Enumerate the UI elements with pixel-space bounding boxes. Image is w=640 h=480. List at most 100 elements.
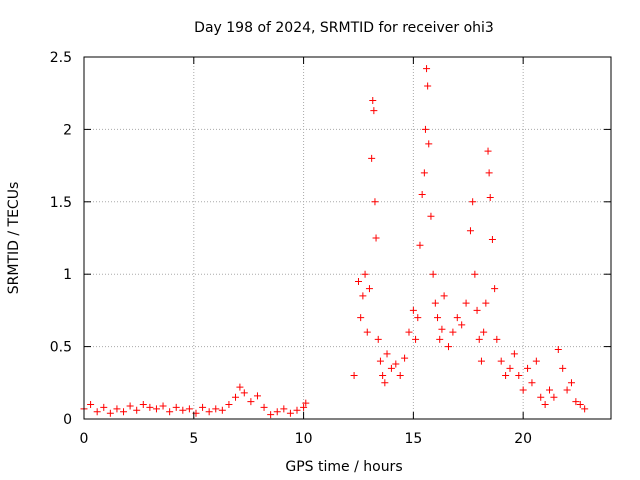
- data-point: [510, 350, 518, 358]
- data-point: [166, 408, 174, 416]
- data-point: [302, 399, 310, 407]
- data-point: [159, 402, 167, 410]
- plot-frame: [83, 56, 612, 420]
- data-point: [449, 328, 457, 336]
- data-point: [205, 408, 213, 416]
- data-point: [559, 364, 567, 372]
- data-point: [253, 392, 261, 400]
- data-point: [179, 406, 187, 414]
- y-tick-label: 0: [63, 412, 72, 428]
- data-point: [350, 372, 358, 380]
- data-point: [409, 306, 417, 314]
- data-point: [485, 169, 493, 177]
- data-point: [532, 357, 540, 365]
- y-tick-label: 1: [63, 267, 72, 283]
- chart-title: Day 198 of 2024, SRMTID for receiver ohi…: [194, 20, 494, 36]
- data-point: [293, 406, 301, 414]
- axis-ticks: 0 5 10 15 20 0 0.5 1 1.5 2 2.5: [50, 50, 611, 447]
- data-point: [546, 386, 554, 394]
- data-point: [581, 405, 589, 413]
- data-point: [363, 328, 371, 336]
- data-point: [120, 408, 128, 416]
- data-point: [563, 386, 571, 394]
- data-point: [554, 345, 562, 353]
- data-point: [466, 227, 474, 235]
- data-point: [225, 401, 233, 409]
- data-point: [427, 212, 435, 220]
- data-point: [199, 403, 207, 411]
- x-tick-label: 10: [295, 431, 313, 447]
- data-point: [425, 140, 433, 148]
- data-point: [475, 335, 483, 343]
- data-point: [267, 411, 275, 419]
- data-point: [146, 403, 154, 411]
- data-point: [423, 65, 431, 73]
- data-point: [469, 198, 477, 206]
- data-point: [286, 409, 294, 417]
- data-point: [420, 169, 428, 177]
- data-point: [412, 335, 420, 343]
- data-point: [431, 299, 439, 307]
- data-point: [371, 198, 379, 206]
- data-point: [506, 364, 514, 372]
- data-point: [113, 405, 121, 413]
- x-tick-label: 20: [514, 431, 532, 447]
- data-point: [359, 292, 367, 300]
- data-point: [567, 379, 575, 387]
- data-point: [486, 193, 494, 201]
- data-point: [368, 154, 376, 162]
- y-tick-label: 2.5: [50, 50, 72, 66]
- data-point: [396, 372, 404, 380]
- y-tick-label: 2: [63, 122, 72, 138]
- y-axis-label: SRMTID / TECUs: [6, 182, 22, 295]
- data-point: [172, 403, 180, 411]
- data-point: [376, 357, 384, 365]
- data-point: [87, 401, 95, 409]
- data-point: [133, 406, 141, 414]
- data-point: [106, 409, 114, 417]
- data-point: [482, 299, 490, 307]
- data-point: [434, 314, 442, 322]
- data-point: [401, 354, 409, 362]
- data-point: [519, 386, 527, 394]
- data-point: [477, 357, 485, 365]
- data-point: [381, 379, 389, 387]
- data-point: [414, 314, 422, 322]
- data-point: [576, 401, 584, 409]
- data-point: [260, 403, 268, 411]
- data-points: [80, 65, 589, 419]
- data-point: [365, 285, 373, 293]
- data-point: [491, 285, 499, 293]
- x-tick-label: 0: [80, 431, 89, 447]
- x-tick-label: 15: [404, 431, 422, 447]
- data-point: [185, 405, 193, 413]
- data-point: [497, 357, 505, 365]
- data-point: [372, 234, 380, 242]
- data-point: [387, 364, 395, 372]
- data-point: [488, 235, 496, 243]
- data-point: [126, 402, 134, 410]
- data-point: [440, 292, 448, 300]
- data-point: [152, 405, 160, 413]
- data-point: [218, 406, 226, 414]
- y-tick-label: 1.5: [50, 195, 72, 211]
- data-point: [572, 398, 580, 406]
- data-point: [392, 360, 400, 368]
- data-point: [280, 405, 288, 413]
- data-point: [550, 393, 558, 401]
- data-point: [370, 107, 378, 115]
- data-point: [273, 408, 281, 416]
- data-point: [429, 270, 437, 278]
- data-point: [232, 393, 240, 401]
- data-point: [524, 364, 532, 372]
- data-point: [453, 314, 461, 322]
- data-point: [480, 328, 488, 336]
- data-point: [424, 82, 432, 90]
- grid-lines: [84, 57, 611, 419]
- data-point: [139, 401, 147, 409]
- data-point: [93, 408, 101, 416]
- data-point: [247, 398, 255, 406]
- data-point: [374, 335, 382, 343]
- x-tick-label: 5: [189, 431, 198, 447]
